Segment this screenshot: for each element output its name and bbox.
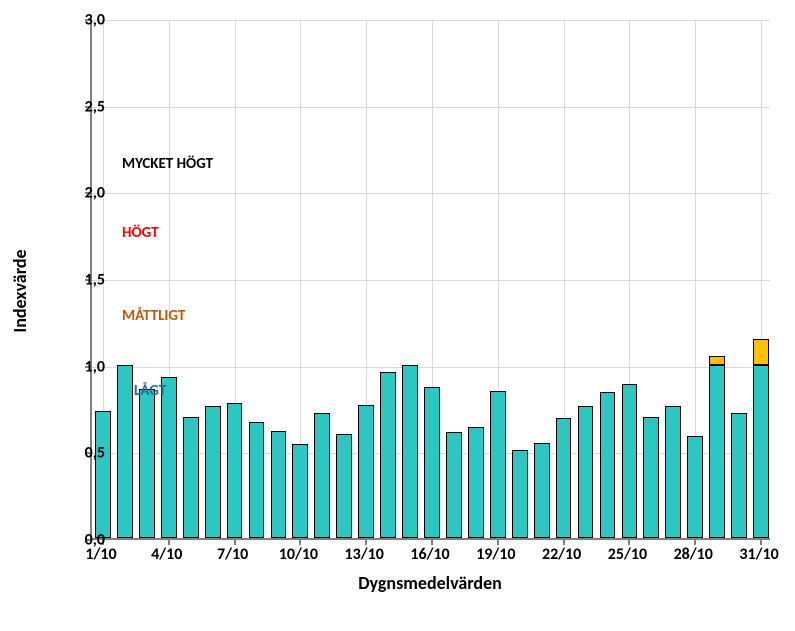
y-tick-label: 1,0 bbox=[65, 357, 105, 376]
x-tick bbox=[760, 538, 762, 545]
bar bbox=[292, 444, 308, 538]
bar bbox=[600, 392, 616, 538]
bar bbox=[622, 384, 638, 538]
bar bbox=[490, 391, 506, 538]
bar bbox=[205, 406, 221, 538]
x-tick-label: 31/10 bbox=[739, 545, 778, 564]
plot-area: MYCKET HÖGT HÖGT MÅTTLIGT LÅGT bbox=[90, 20, 770, 540]
bar bbox=[227, 403, 243, 538]
x-tick bbox=[431, 538, 433, 545]
threshold-label: HÖGT bbox=[122, 224, 159, 242]
bar bbox=[731, 413, 747, 538]
x-tick bbox=[299, 538, 301, 545]
x-tick-label: 1/10 bbox=[85, 545, 116, 564]
gridline-h bbox=[92, 280, 770, 281]
gridline-h bbox=[92, 107, 770, 108]
bar bbox=[687, 436, 703, 538]
bar bbox=[446, 432, 462, 538]
gridline-h bbox=[92, 20, 770, 21]
x-tick-label: 10/10 bbox=[279, 545, 318, 564]
y-tick-label: 3,0 bbox=[65, 11, 105, 30]
x-tick-label: 25/10 bbox=[608, 545, 647, 564]
x-tick-label: 4/10 bbox=[151, 545, 182, 564]
x-tick bbox=[497, 538, 499, 545]
x-tick bbox=[365, 538, 367, 545]
x-tick-label: 13/10 bbox=[345, 545, 384, 564]
x-tick-label: 16/10 bbox=[410, 545, 449, 564]
x-tick-label: 19/10 bbox=[476, 545, 515, 564]
threshold-label: LÅGT bbox=[134, 382, 166, 400]
x-tick bbox=[628, 538, 630, 545]
bar bbox=[534, 443, 550, 538]
bar bbox=[380, 372, 396, 538]
x-tick-label: 22/10 bbox=[542, 545, 581, 564]
x-tick bbox=[563, 538, 565, 545]
bar bbox=[512, 450, 528, 538]
threshold-label: MÅTTLIGT bbox=[122, 307, 185, 325]
bar bbox=[139, 389, 155, 538]
bar bbox=[468, 427, 484, 538]
bar-overflow bbox=[753, 339, 769, 365]
bar bbox=[402, 365, 418, 538]
x-tick-label: 7/10 bbox=[217, 545, 248, 564]
gridline-h bbox=[92, 193, 770, 194]
y-tick-label: 0,5 bbox=[65, 444, 105, 463]
x-tick bbox=[234, 538, 236, 545]
x-tick bbox=[168, 538, 170, 545]
y-tick-label: 1,5 bbox=[65, 271, 105, 290]
bar-overflow bbox=[709, 356, 725, 365]
bar bbox=[424, 387, 440, 538]
x-tick bbox=[694, 538, 696, 545]
bar bbox=[709, 365, 725, 538]
y-tick-label: 2,5 bbox=[65, 97, 105, 116]
bar bbox=[753, 365, 769, 538]
y-axis-label: Indexvärde bbox=[9, 249, 31, 332]
bar bbox=[578, 406, 594, 538]
threshold-label: MYCKET HÖGT bbox=[122, 155, 213, 173]
bar bbox=[358, 405, 374, 538]
y-tick-label: 2,0 bbox=[65, 184, 105, 203]
bar bbox=[336, 434, 352, 538]
x-tick-label: 28/10 bbox=[674, 545, 713, 564]
bar bbox=[161, 377, 177, 538]
bar bbox=[183, 417, 199, 538]
x-axis-label: Dygnsmedelvärden bbox=[90, 572, 770, 594]
bar bbox=[643, 417, 659, 538]
bar bbox=[249, 422, 265, 538]
chart-container: MYCKET HÖGT HÖGT MÅTTLIGT LÅGT Indexvärde D… bbox=[0, 0, 795, 631]
bar bbox=[314, 413, 330, 538]
bar bbox=[117, 365, 133, 538]
bar bbox=[271, 431, 287, 538]
bar bbox=[665, 406, 681, 538]
gridline-h bbox=[92, 367, 770, 368]
bar bbox=[556, 418, 572, 538]
bar bbox=[95, 411, 111, 538]
